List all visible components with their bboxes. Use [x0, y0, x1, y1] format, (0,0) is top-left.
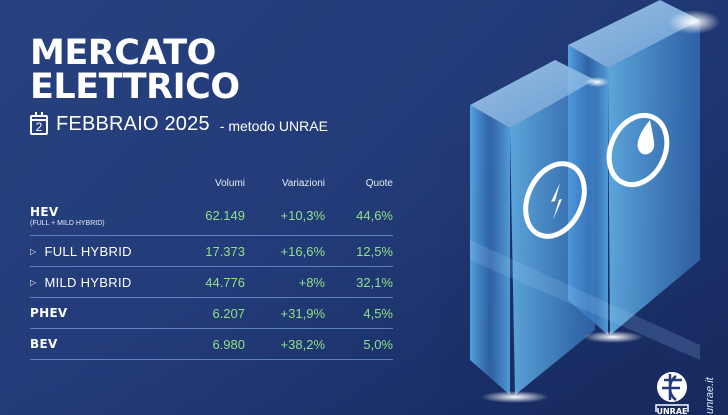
table-row-phev: PHEV 6.207 +31,9% 4,5%	[30, 298, 393, 329]
header-volumi: Volumi	[214, 178, 245, 189]
variazioni-value: +16,6%	[280, 243, 325, 259]
table-row-full-hybrid: ▷ FULL HYBRID 17.373 +16,6% 12,5%	[30, 236, 393, 267]
period-label: FEBBRAIO 2025	[56, 113, 210, 135]
market-table: Volumi Variazioni Quote HEV (FULL + MILD…	[30, 178, 393, 360]
method-label: - metodo UNRAE	[219, 118, 328, 134]
table-row-mild-hybrid: ▷ MILD HYBRID 44.776 +8% 32,1%	[30, 267, 393, 298]
quote-value: 32,1%	[356, 274, 393, 290]
calendar-day: 2	[35, 119, 43, 134]
table-row-hev: HEV (FULL + MILD HYBRID) 62.149 +10,3% 4…	[30, 196, 393, 236]
calendar-icon: 2	[30, 111, 48, 135]
volumi-value: 6.207	[212, 305, 245, 321]
row-label: PHEV	[30, 306, 68, 320]
variazioni-value: +10,3%	[280, 208, 325, 223]
volumi-value: 44.776	[205, 274, 245, 290]
row-note: (FULL + MILD HYBRID)	[30, 219, 105, 227]
svg-text:UNRAE: UNRAE	[656, 407, 687, 415]
lightning-icon	[551, 183, 562, 220]
variazioni-value: +31,9%	[280, 305, 325, 321]
page-title: MERCATO ELETTRICO	[30, 33, 240, 107]
quote-value: 5,0%	[363, 336, 393, 352]
header-variazioni: Variazioni	[281, 178, 325, 189]
volumi-value: 62.149	[205, 208, 245, 223]
quote-value: 4,5%	[363, 305, 393, 321]
row-label: FULL HYBRID	[44, 243, 132, 259]
row-label: MILD HYBRID	[44, 274, 132, 290]
variazioni-value: +8%	[298, 274, 325, 290]
table-row-bev: BEV 6.980 +38,2% 5,0%	[30, 329, 393, 360]
glass-columns-illustration	[440, 0, 720, 415]
unrae-logo: UNRAE	[655, 372, 689, 415]
triangle-right-icon: ▷	[30, 246, 37, 256]
header-label	[30, 178, 175, 196]
volumi-value: 17.373	[205, 243, 245, 259]
table-header: Volumi Variazioni Quote	[30, 178, 393, 196]
subtitle: 2 FEBBRAIO 2025 - metodo UNRAE	[30, 111, 328, 136]
quote-value: 44,6%	[356, 208, 393, 223]
variazioni-value: +38,2%	[280, 336, 325, 352]
row-label: HEV	[30, 204, 59, 219]
drop-icon	[637, 120, 655, 155]
volumi-value: 6.980	[212, 336, 245, 352]
website-url: unrae.it	[704, 377, 716, 414]
header-quote: Quote	[365, 178, 393, 189]
quote-value: 12,5%	[356, 243, 393, 259]
row-label: BEV	[30, 337, 58, 351]
title-line-1: MERCATO	[30, 33, 216, 73]
triangle-right-icon: ▷	[30, 277, 37, 287]
title-line-2: ELETTRICO	[30, 67, 240, 107]
